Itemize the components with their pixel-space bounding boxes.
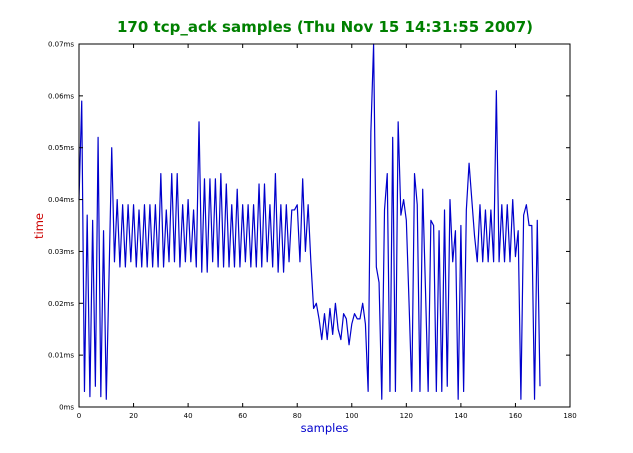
x-tick-label: 0 — [77, 412, 81, 420]
x-tick-label: 160 — [509, 412, 522, 420]
y-tick-label: 0.07ms — [48, 41, 74, 49]
x-tick-label: 140 — [454, 412, 467, 420]
series-line — [78, 43, 541, 400]
y-axis-label: time — [32, 213, 46, 239]
x-tick-label: 80 — [293, 412, 302, 420]
x-axis-label: samples — [300, 421, 349, 435]
ticks-layer: 0 20 40 60 80 100 120 140 160 180 0ms 0.01ms 0.02ms 0… — [48, 41, 577, 421]
x-tick-label: 100 — [345, 412, 358, 420]
x-tick-label: 20 — [129, 412, 138, 420]
y-tick-label: 0.02ms — [48, 300, 74, 308]
chart-title: 170 tcp_ack samples (Thu Nov 15 14:31:55… — [117, 18, 533, 36]
y-tick-label: 0.03ms — [48, 248, 74, 256]
y-tick-label: 0.04ms — [48, 196, 74, 204]
x-tick-label: 60 — [238, 412, 247, 420]
y-tick-label: 0ms — [59, 404, 74, 412]
x-tick-label: 180 — [563, 412, 576, 420]
x-tick-label: 40 — [184, 412, 193, 420]
series-layer — [78, 43, 541, 400]
x-tick-label: 120 — [400, 412, 413, 420]
plot-frame — [78, 43, 571, 408]
y-tick-label: 0.05ms — [48, 144, 74, 152]
y-tick-label: 0.01ms — [48, 352, 74, 360]
y-tick-label: 0.06ms — [48, 92, 74, 100]
